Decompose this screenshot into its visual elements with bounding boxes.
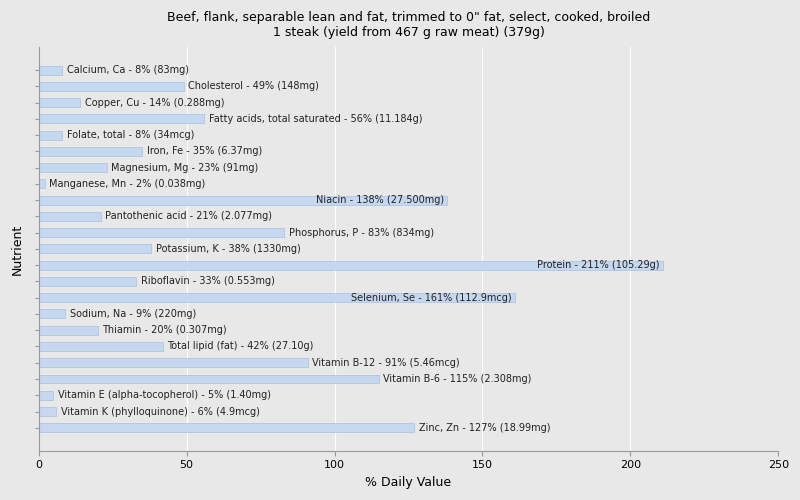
Text: Niacin - 138% (27.500mg): Niacin - 138% (27.500mg) <box>316 195 444 205</box>
Text: Fatty acids, total saturated - 56% (11.184g): Fatty acids, total saturated - 56% (11.1… <box>209 114 422 124</box>
Y-axis label: Nutrient: Nutrient <box>11 224 24 274</box>
Bar <box>38 293 515 302</box>
Bar <box>38 358 308 367</box>
Bar <box>38 114 204 124</box>
Bar <box>38 342 163 351</box>
Text: Vitamin B-6 - 115% (2.308mg): Vitamin B-6 - 115% (2.308mg) <box>383 374 532 384</box>
Bar <box>38 310 66 318</box>
Text: Phosphorus, P - 83% (834mg): Phosphorus, P - 83% (834mg) <box>289 228 434 237</box>
Text: Folate, total - 8% (34mcg): Folate, total - 8% (34mcg) <box>67 130 194 140</box>
Title: Beef, flank, separable lean and fat, trimmed to 0" fat, select, cooked, broiled
: Beef, flank, separable lean and fat, tri… <box>167 11 650 39</box>
Bar <box>38 326 98 334</box>
Bar <box>38 180 45 188</box>
Text: Thiamin - 20% (0.307mg): Thiamin - 20% (0.307mg) <box>102 325 227 335</box>
Bar <box>38 130 62 140</box>
Text: Vitamin K (phylloquinone) - 6% (4.9mcg): Vitamin K (phylloquinone) - 6% (4.9mcg) <box>61 406 260 416</box>
Text: Magnesium, Mg - 23% (91mg): Magnesium, Mg - 23% (91mg) <box>111 162 258 172</box>
Text: Selenium, Se - 161% (112.9mcg): Selenium, Se - 161% (112.9mcg) <box>351 292 512 302</box>
Bar <box>38 424 414 432</box>
Text: Pantothenic acid - 21% (2.077mg): Pantothenic acid - 21% (2.077mg) <box>106 212 272 222</box>
Text: Total lipid (fat) - 42% (27.10g): Total lipid (fat) - 42% (27.10g) <box>167 342 314 351</box>
Bar <box>38 163 106 172</box>
Bar <box>38 82 184 91</box>
Bar <box>38 98 80 107</box>
Text: Iron, Fe - 35% (6.37mg): Iron, Fe - 35% (6.37mg) <box>146 146 262 156</box>
Text: Riboflavin - 33% (0.553mg): Riboflavin - 33% (0.553mg) <box>141 276 274 286</box>
Text: Cholesterol - 49% (148mg): Cholesterol - 49% (148mg) <box>188 82 319 92</box>
Bar <box>38 407 57 416</box>
Text: Vitamin B-12 - 91% (5.46mcg): Vitamin B-12 - 91% (5.46mcg) <box>312 358 460 368</box>
Text: Calcium, Ca - 8% (83mg): Calcium, Ca - 8% (83mg) <box>67 65 189 75</box>
Text: Sodium, Na - 9% (220mg): Sodium, Na - 9% (220mg) <box>70 309 196 319</box>
Text: Protein - 211% (105.29g): Protein - 211% (105.29g) <box>538 260 660 270</box>
Bar <box>38 277 136 286</box>
Bar <box>38 212 101 221</box>
Bar <box>38 66 62 74</box>
Text: Vitamin E (alpha-tocopherol) - 5% (1.40mg): Vitamin E (alpha-tocopherol) - 5% (1.40m… <box>58 390 271 400</box>
Text: Zinc, Zn - 127% (18.99mg): Zinc, Zn - 127% (18.99mg) <box>419 423 550 433</box>
Text: Manganese, Mn - 2% (0.038mg): Manganese, Mn - 2% (0.038mg) <box>49 179 206 189</box>
Text: Copper, Cu - 14% (0.288mg): Copper, Cu - 14% (0.288mg) <box>85 98 224 108</box>
Bar <box>38 374 379 384</box>
Bar <box>38 196 447 204</box>
Bar <box>38 260 663 270</box>
Bar <box>38 147 142 156</box>
Bar <box>38 391 54 400</box>
Text: Potassium, K - 38% (1330mg): Potassium, K - 38% (1330mg) <box>155 244 300 254</box>
X-axis label: % Daily Value: % Daily Value <box>366 476 451 489</box>
Bar <box>38 228 284 237</box>
Bar <box>38 244 151 254</box>
